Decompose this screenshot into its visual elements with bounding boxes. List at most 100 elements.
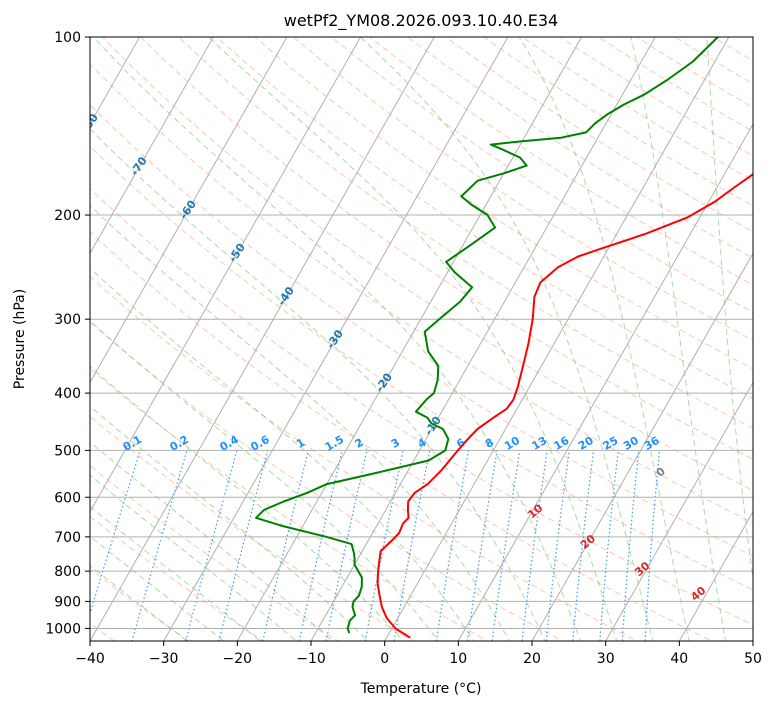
mixing-ratio-line xyxy=(491,450,521,641)
y-tick-label: 200 xyxy=(54,208,81,224)
y-tick-label: 900 xyxy=(54,594,81,610)
y-tick-label: 700 xyxy=(54,530,81,546)
mixing-ratio-line xyxy=(644,450,661,641)
x-tick-label: −40 xyxy=(75,651,105,667)
dry-adiabat xyxy=(711,37,753,62)
y-tick-label: 100 xyxy=(54,30,81,46)
dry-adiabat xyxy=(90,231,713,641)
dry-adiabat-label: -40 xyxy=(275,284,297,308)
dry-adiabat xyxy=(90,63,753,524)
dry-adiabat-label: -90 xyxy=(30,68,52,92)
mixing-ratio-line xyxy=(466,450,498,641)
isotherm xyxy=(310,37,656,641)
isotherm xyxy=(678,510,753,641)
dry-adiabat-label: -80 xyxy=(79,111,101,135)
x-tick-label: −30 xyxy=(149,651,179,667)
moist-adiabat xyxy=(360,37,654,641)
dry-adiabat xyxy=(90,321,564,641)
y-tick-label: 1000 xyxy=(45,622,81,638)
dry-adiabat xyxy=(90,275,639,641)
isotherm xyxy=(752,639,753,641)
dry-adiabat xyxy=(101,37,753,492)
dry-adiabat xyxy=(90,104,753,557)
mixing-ratio-line xyxy=(545,450,570,641)
moist-adiabat xyxy=(630,37,727,641)
mixing-ratio-label: 3 xyxy=(389,436,402,451)
moist-adiabat xyxy=(90,267,475,641)
mixing-ratio-label: 6 xyxy=(454,436,467,451)
mixing-ratio-line xyxy=(364,450,404,641)
dry-adiabat xyxy=(597,37,753,132)
dry-adiabat-label: -60 xyxy=(177,198,199,222)
isotherm xyxy=(90,37,362,513)
dry-adiabat xyxy=(90,465,340,641)
moist-adiabat xyxy=(90,128,546,641)
y-tick-label: 800 xyxy=(54,564,81,580)
dry-adiabat xyxy=(216,37,753,399)
dry-adiabat xyxy=(292,37,753,341)
mixing-ratio-line xyxy=(218,450,269,641)
mixing-ratio-line xyxy=(262,450,309,641)
dry-adiabat-label: -50 xyxy=(226,241,248,265)
dry-adiabat xyxy=(673,37,753,85)
x-tick-label: −10 xyxy=(296,651,326,667)
moist-adiabat-label: 40 xyxy=(688,584,708,604)
moist-adiabat xyxy=(92,37,582,641)
dry-adiabat xyxy=(559,37,753,157)
isotherm xyxy=(90,37,435,641)
isotherm xyxy=(384,37,730,641)
mixing-ratio-label: 1 xyxy=(294,436,307,451)
y-tick-label: 500 xyxy=(54,443,81,459)
moist-adiabat xyxy=(706,37,753,583)
zero-isotherm-label: 0 xyxy=(654,465,668,480)
moist-adiabat xyxy=(90,441,333,641)
background-lines xyxy=(90,37,753,641)
temperature-line xyxy=(376,173,753,639)
axis-ticks: −40 −30 −20 −10 0 10 20 30 40 5010020030040050060… xyxy=(45,30,762,667)
dry-adiabat-label: -100 xyxy=(0,21,5,51)
dry-adiabat xyxy=(483,37,753,207)
dry-adiabat xyxy=(406,37,753,259)
dry-adiabat xyxy=(521,37,753,182)
dry-adiabat-label: -20 xyxy=(373,370,395,394)
moist-adiabat xyxy=(90,564,189,641)
mixing-ratio-line xyxy=(298,450,343,641)
mixing-ratio-line xyxy=(521,450,548,641)
dry-adiabat-label: -70 xyxy=(128,154,150,178)
isopleth-labels: 0.1 0.2 0.4 0.6 1 1.5 2 3 4 6 8 10 13 16 20 25 30 36-100-… xyxy=(0,21,709,604)
x-axis-label: Temperature (°C) xyxy=(360,681,482,697)
dry-adiabat xyxy=(330,37,753,313)
profile-series xyxy=(255,37,753,639)
dry-adiabat xyxy=(90,568,190,641)
dewpoint-line xyxy=(255,37,719,634)
x-tick-label: 30 xyxy=(597,651,615,667)
isotherm xyxy=(531,252,753,641)
moist-adiabat xyxy=(90,535,225,641)
dry-adiabat xyxy=(139,37,753,460)
mixing-ratio-line xyxy=(131,450,188,641)
x-tick-label: 50 xyxy=(744,651,762,667)
y-tick-label: 300 xyxy=(54,312,81,328)
moist-adiabat xyxy=(90,365,404,641)
dry-adiabat xyxy=(177,37,753,429)
dry-adiabat xyxy=(635,37,753,109)
x-tick-label: 20 xyxy=(523,651,541,667)
x-tick-label: 10 xyxy=(449,651,467,667)
y-tick-label: 400 xyxy=(54,386,81,402)
isotherm xyxy=(605,381,753,641)
y-tick-label: 600 xyxy=(54,490,81,506)
mixing-ratio-label: 2 xyxy=(353,436,366,451)
moist-adiabat xyxy=(518,37,690,641)
dry-adiabat xyxy=(90,145,753,591)
isotherm xyxy=(90,37,214,255)
dry-adiabat xyxy=(90,367,489,641)
chart-title: wetPf2_YM08.2026.093.10.40.E34 xyxy=(284,11,558,31)
moist-adiabat-label: 20 xyxy=(578,532,598,552)
x-tick-label: 0 xyxy=(380,651,389,667)
plot-frame xyxy=(89,36,754,642)
x-tick-label: −20 xyxy=(223,651,253,667)
moist-adiabat xyxy=(90,505,262,641)
isotherm xyxy=(163,37,509,641)
isotherm xyxy=(90,37,288,384)
